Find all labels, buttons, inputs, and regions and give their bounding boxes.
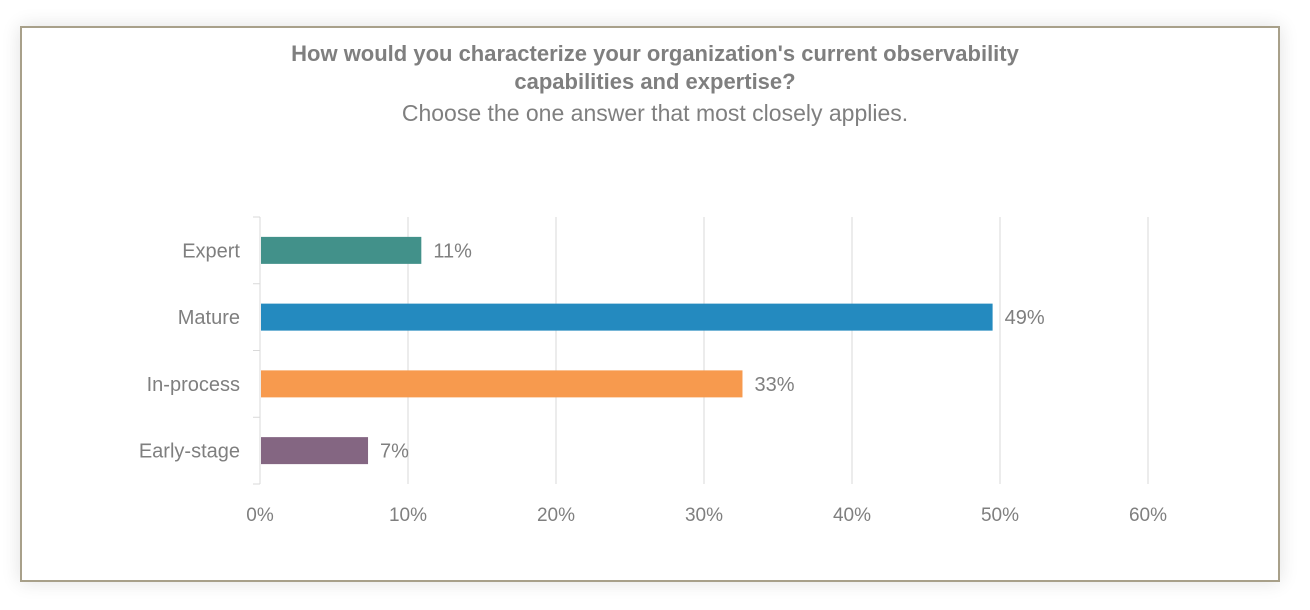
bar-in-process <box>261 370 743 398</box>
bar-early-stage <box>261 437 369 465</box>
x-tick-label: 30% <box>685 505 723 526</box>
chart-title-block: How would you characterize your organiza… <box>0 40 1310 128</box>
chart-subtitle: Choose the one answer that most closely … <box>401 100 909 126</box>
x-tick-label: 60% <box>1129 505 1167 526</box>
x-tick-label: 20% <box>537 505 575 526</box>
x-tick-label: 50% <box>981 505 1019 526</box>
data-label: 33% <box>754 374 794 396</box>
data-label: 49% <box>1005 307 1045 329</box>
chart-title: How would you characterize your organiza… <box>291 41 1019 94</box>
category-label: Expert <box>182 240 240 262</box>
bar-expert <box>261 236 422 264</box>
x-tick-label: 10% <box>389 505 427 526</box>
bar-mature <box>261 303 993 331</box>
x-tick-label: 0% <box>246 505 274 526</box>
data-label: 11% <box>433 240 472 262</box>
category-label: In-process <box>147 374 240 396</box>
data-label: 7% <box>380 441 409 463</box>
category-label: Mature <box>178 307 240 329</box>
x-tick-label: 40% <box>833 505 871 526</box>
category-label: Early-stage <box>139 441 240 463</box>
